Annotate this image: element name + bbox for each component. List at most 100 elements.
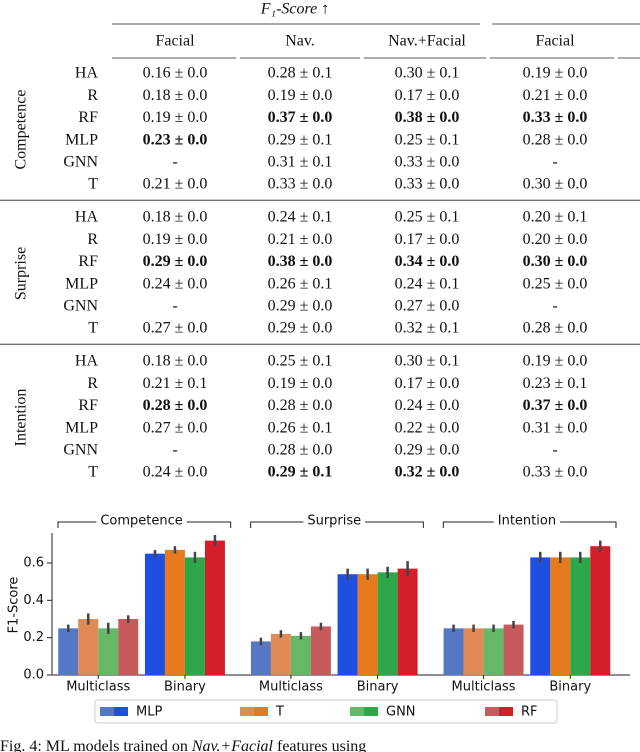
bar <box>310 626 331 675</box>
model-name: MLP <box>65 131 98 148</box>
table-cell: 0.33 ± 0.0 <box>395 176 460 193</box>
model-name: T <box>88 320 98 337</box>
table-cell: 0.28 ± 0.0 <box>143 397 208 414</box>
caption-text: features using <box>273 738 366 752</box>
model-name: RF <box>78 109 98 126</box>
table-cell: 0.18 ± 0.0 <box>143 209 208 226</box>
column-header: Nav. <box>285 33 315 50</box>
bar-chart: F1-Score 0.0 0.2 0.4 0.6 Competence Surprise I… <box>7 514 630 724</box>
column-header: Nav.+Facial <box>388 33 466 50</box>
legend-label: RF <box>521 705 538 720</box>
y-axis-label: F1-Score <box>7 577 22 634</box>
model-name: R <box>87 375 98 392</box>
bar <box>270 633 291 675</box>
table-cell: 0.29 ± 0.1 <box>268 131 333 148</box>
model-name: GNN <box>63 441 98 458</box>
table-cell: 0.24 ± 0.1 <box>268 209 333 226</box>
legend-swatch <box>254 707 268 716</box>
table-cell: 0.38 ± 0.0 <box>268 253 333 270</box>
bar <box>570 557 591 675</box>
column-header: Facial <box>155 33 195 50</box>
table-cell: 0.21 ± 0.0 <box>268 231 333 248</box>
table-cell: - <box>552 153 557 170</box>
table-cell: 0.17 ± 0.0 <box>395 87 460 104</box>
bar <box>184 557 205 675</box>
table-cell: 0.27 ± 0.0 <box>143 419 208 436</box>
table-cell: 0.29 ± 0.0 <box>268 320 333 337</box>
legend-swatch <box>485 707 499 716</box>
bar <box>463 628 484 675</box>
group-title: Competence <box>100 514 182 529</box>
group-label: Competence <box>13 90 30 170</box>
table-cell: 0.32 ± 0.0 <box>395 464 460 481</box>
x-tick-label: Multiclass <box>259 680 323 695</box>
table-cell: 0.19 ± 0.0 <box>523 353 588 370</box>
bar <box>357 574 378 675</box>
table-cell: 0.34 ± 0.0 <box>395 253 460 270</box>
model-name: R <box>87 87 98 104</box>
table-cell: 0.33 ± 0.0 <box>523 464 588 481</box>
model-name: RF <box>78 253 98 270</box>
x-tick-label: Binary <box>549 680 591 695</box>
legend-box <box>94 699 558 724</box>
legend-label: T <box>275 705 284 720</box>
table-cell: 0.33 ± 0.0 <box>268 176 333 193</box>
bar <box>58 628 79 675</box>
group-bracket <box>560 521 617 528</box>
bar <box>164 549 185 675</box>
table-cell: 0.24 ± 0.0 <box>395 397 460 414</box>
x-tick-label: Binary <box>164 680 206 695</box>
table-cell: 0.24 ± 0.0 <box>143 275 208 292</box>
table-cell: 0.21 ± 0.0 <box>523 87 588 104</box>
model-name: MLP <box>65 419 98 436</box>
y-tick-label: 0.0 <box>23 668 44 683</box>
table-cell: 0.38 ± 0.0 <box>395 109 460 126</box>
model-name: HA <box>75 65 99 82</box>
table-cell: 0.37 ± 0.0 <box>268 109 333 126</box>
table-cell: 0.33 ± 0.0 <box>395 153 460 170</box>
bar <box>337 574 358 675</box>
table-cell: - <box>172 297 177 314</box>
table-cell: 0.19 ± 0.0 <box>143 231 208 248</box>
table-cell: 0.28 ± 0.0 <box>523 320 588 337</box>
table-cell: 0.29 ± 0.0 <box>143 253 208 270</box>
table-cell: 0.25 ± 0.1 <box>268 353 333 370</box>
table-cell: 0.28 ± 0.1 <box>268 65 333 82</box>
legend-swatch <box>240 707 254 716</box>
legend-swatch <box>364 707 378 716</box>
table-cell: 0.25 ± 0.1 <box>395 209 460 226</box>
table-cell: 0.33 ± 0.0 <box>523 109 588 126</box>
x-tick-label: Multiclass <box>452 680 516 695</box>
bar <box>397 568 418 675</box>
bar <box>290 635 311 675</box>
table-cell: 0.20 ± 0.0 <box>523 231 588 248</box>
table-cell: 0.26 ± 0.1 <box>268 275 333 292</box>
table-cell: 0.17 ± 0.0 <box>395 231 460 248</box>
caption-emphasis: Nav.+Facial <box>191 738 274 752</box>
table-cell: - <box>172 153 177 170</box>
model-name: T <box>88 176 98 193</box>
group-bracket <box>250 521 304 528</box>
legend-swatch <box>100 707 114 716</box>
x-tick-label: Binary <box>357 680 399 695</box>
table-cell: 0.23 ± 0.1 <box>523 375 588 392</box>
bar <box>530 557 551 675</box>
y-tick-label: 0.4 <box>23 593 44 608</box>
table-cell: 0.31 ± 0.1 <box>268 153 333 170</box>
table-cell: 0.16 ± 0.0 <box>143 65 208 82</box>
table-cell: 0.22 ± 0.0 <box>395 419 460 436</box>
table-cell: - <box>552 441 557 458</box>
table-cell: 0.17 ± 0.0 <box>395 375 460 392</box>
y-tick-label: 0.6 <box>23 556 44 571</box>
legend-label: MLP <box>136 705 162 720</box>
y-tick-label: 0.2 <box>23 630 44 645</box>
table-cell: 0.23 ± 0.0 <box>143 131 208 148</box>
table-cell: 0.29 ± 0.0 <box>395 441 460 458</box>
table-cell: 0.26 ± 0.1 <box>268 419 333 436</box>
column-header: Facial <box>535 33 575 50</box>
group-bracket <box>442 521 494 528</box>
table-cell: 0.20 ± 0.1 <box>523 209 588 226</box>
group-title: Surprise <box>307 514 361 529</box>
model-name: MLP <box>65 275 98 292</box>
